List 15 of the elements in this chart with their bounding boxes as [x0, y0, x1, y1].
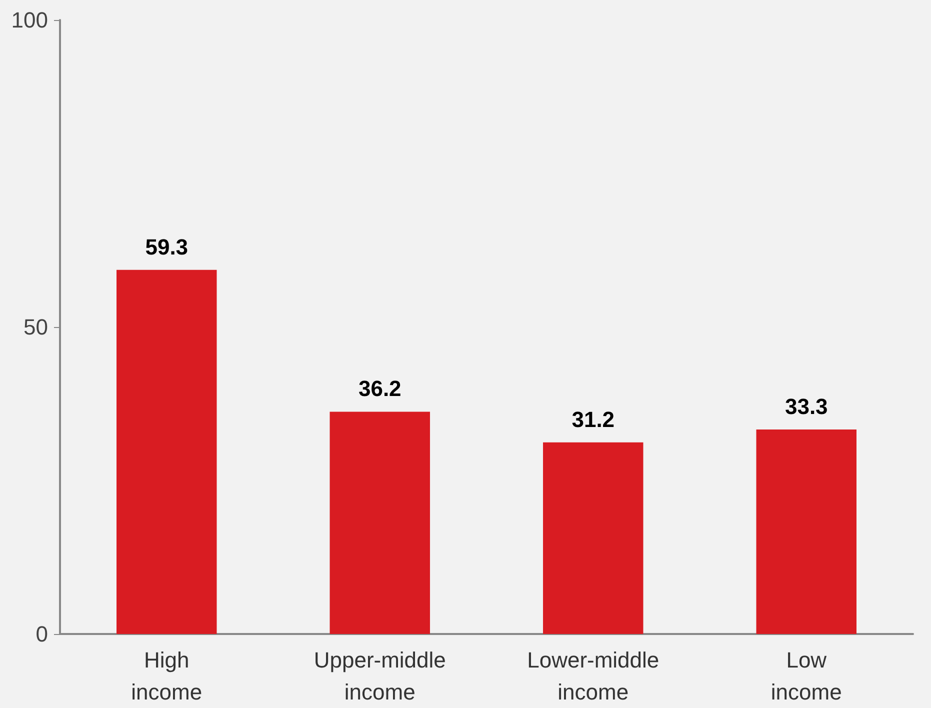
x-tick-label: High income: [131, 648, 202, 704]
y-tick-label: 100: [11, 8, 48, 32]
bar: [543, 442, 644, 634]
y-tick-label: 50: [24, 314, 48, 340]
x-tick-label: Lower-middle income: [527, 648, 660, 704]
y-tick-label: 0: [36, 622, 48, 646]
bar: [330, 412, 430, 634]
bar: [756, 430, 856, 634]
data-label: 33.3: [784, 394, 828, 420]
data-label: 31.2: [572, 406, 615, 432]
x-tick-label: Low income: [770, 648, 842, 704]
x-tick-label: Upper-middle income: [314, 648, 446, 704]
data-label: 59.3: [145, 234, 188, 260]
data-label: 36.2: [358, 376, 402, 402]
bar: [116, 270, 217, 634]
